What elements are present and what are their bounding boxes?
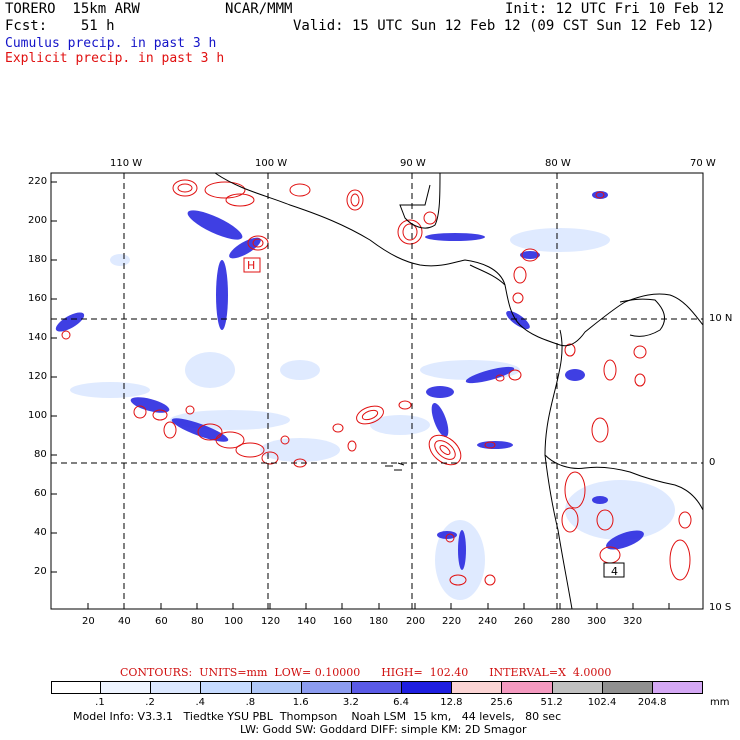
y-tick: 160 xyxy=(28,293,48,304)
y-tick: 60 xyxy=(34,488,47,499)
colorbar-frame xyxy=(51,681,703,694)
light-precip-areas xyxy=(70,228,675,600)
colorbar-level-label: 12.8 xyxy=(440,697,463,708)
colorbar-level-label: .8 xyxy=(245,697,256,708)
y-tick: 80 xyxy=(34,449,47,460)
colorbar-level-label: .2 xyxy=(145,697,155,708)
x-tick: 260 xyxy=(514,616,534,627)
x-tick: 120 xyxy=(261,616,281,627)
lon-label-80w: 80 W xyxy=(545,158,571,169)
colorbar-cell xyxy=(552,681,603,694)
colorbar-unit: mm xyxy=(710,697,730,708)
x-tick: 200 xyxy=(406,616,426,627)
colorbar-cell xyxy=(351,681,403,694)
x-tick: 40 xyxy=(118,616,131,627)
y-tick: 140 xyxy=(28,332,48,343)
lon-label-90w: 90 W xyxy=(400,158,426,169)
forecast-hour: Fcst: 51 h xyxy=(5,18,115,34)
valid-time: Valid: 15 UTC Sun 12 Feb 12 (09 CST Sun … xyxy=(293,18,715,34)
x-tick: 80 xyxy=(191,616,204,627)
colorbar-level-label: 6.4 xyxy=(393,697,409,708)
cumulus-precip xyxy=(55,191,644,570)
colorbar-cell xyxy=(301,681,352,694)
x-tick: 20 xyxy=(82,616,95,627)
cumulus-legend: Cumulus precip. in past 3 h xyxy=(5,36,217,51)
y-tick: 40 xyxy=(34,527,47,538)
explicit-precip-contours xyxy=(61,179,692,586)
y-tick: 20 xyxy=(34,566,47,577)
lat-label-10n: 10 N xyxy=(709,313,733,324)
y-tick: 220 xyxy=(28,176,48,187)
explicit-legend: Explicit precip. in past 3 h xyxy=(5,51,225,66)
colorbar-level-label: 102.4 xyxy=(587,697,617,708)
colorbar-level-label: 25.6 xyxy=(490,697,513,708)
lat-lon-grid xyxy=(51,173,703,609)
colorbar-cell xyxy=(201,681,252,694)
axis-ticks xyxy=(51,181,670,609)
colorbar-level-label: .1 xyxy=(95,697,105,708)
high-marker-label: H xyxy=(247,259,255,272)
colorbar-level-label: 3.2 xyxy=(342,697,359,708)
colorbar-cell xyxy=(151,681,202,694)
y-tick: 120 xyxy=(28,371,48,382)
lon-label-70w: 70 W xyxy=(690,158,716,169)
x-tick: 300 xyxy=(587,616,607,627)
x-tick: 320 xyxy=(623,616,643,627)
colorbar-cell xyxy=(402,681,453,694)
model-title: TORERO 15km ARW xyxy=(5,1,140,17)
colorbar-level-label: .4 xyxy=(195,697,205,708)
x-tick: 280 xyxy=(551,616,571,627)
colorbar-cell xyxy=(452,681,503,694)
lat-label-0: 0 xyxy=(709,457,716,468)
y-tick: 200 xyxy=(28,215,48,226)
model-info: Model Info: V3.3.1 Tiedtke YSU PBL Thomp… xyxy=(73,710,562,723)
lon-label-110w: 110 W xyxy=(110,158,143,169)
center-title: NCAR/MMM xyxy=(225,1,293,17)
colorbar-cell xyxy=(51,681,102,694)
colorbar-cell xyxy=(251,681,302,694)
y-tick: 100 xyxy=(28,410,48,421)
colorbar-cell xyxy=(502,681,553,694)
x-tick: 140 xyxy=(297,616,317,627)
colorbar-cell xyxy=(101,681,152,694)
physics-info: LW: Godd SW: Goddard DIFF: simple KM: 2D… xyxy=(240,723,527,736)
marker-4-box xyxy=(603,562,625,578)
y-tick: 180 xyxy=(28,254,48,265)
x-tick: 60 xyxy=(155,616,168,627)
contour-info: CONTOURS: UNITS=mm LOW= 0.10000 HIGH= 10… xyxy=(120,666,612,679)
x-tick: 160 xyxy=(333,616,353,627)
coastlines xyxy=(214,173,703,609)
x-tick: 180 xyxy=(369,616,389,627)
marker-4-label: 4 xyxy=(611,565,618,578)
init-time: Init: 12 UTC Fri 10 Feb 12 xyxy=(505,1,725,17)
lat-label-10s: 10 S xyxy=(709,602,732,613)
high-marker-box xyxy=(243,257,261,273)
x-tick: 240 xyxy=(478,616,498,627)
colorbar-level-label: 204.8 xyxy=(637,697,667,708)
x-tick: 100 xyxy=(224,616,244,627)
colorbar-level-label: 1.6 xyxy=(292,697,309,708)
colorbar-level-label: 51.2 xyxy=(540,697,563,708)
colorbar-cell xyxy=(602,681,653,694)
x-tick: 220 xyxy=(442,616,462,627)
lon-label-100w: 100 W xyxy=(255,158,288,169)
